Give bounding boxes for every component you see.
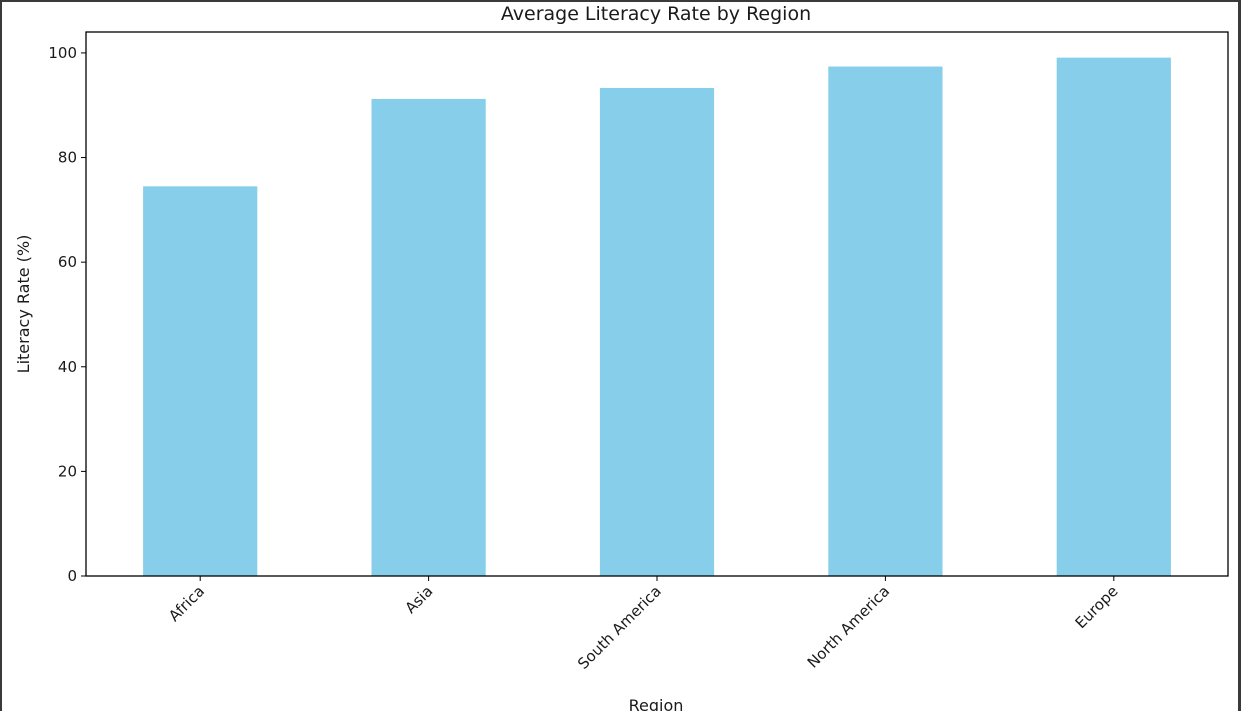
bars-group (143, 57, 1171, 577)
x-axis: Africa Asia South America North America Euro… (165, 576, 1122, 673)
y-tick-label: 40 (58, 358, 77, 376)
bar-africa (143, 186, 258, 577)
bar-europe (1056, 57, 1171, 577)
y-tick-label: 60 (58, 253, 77, 271)
x-tick-label: North America (804, 582, 894, 672)
y-tick-label: 20 (58, 462, 77, 480)
y-tick-label: 80 (58, 149, 77, 167)
y-tick-label: 0 (67, 567, 77, 585)
chart-title: Average Literacy Rate by Region (501, 3, 811, 25)
bar-asia (371, 98, 486, 576)
y-axis: 0 20 40 60 80 100 (48, 44, 86, 585)
x-tick-label: South America (574, 582, 665, 673)
bar-south-america (599, 87, 715, 576)
plot-area-frame (85, 31, 1229, 577)
x-tick-label: Europe (1072, 582, 1122, 632)
y-tick-label: 100 (48, 44, 77, 62)
x-tick-label: Africa (165, 582, 208, 625)
x-tick-label: Asia (401, 582, 436, 617)
y-axis-label: Literacy Rate (%) (14, 235, 33, 374)
bar-north-america (828, 66, 943, 577)
x-axis-label: Region (629, 696, 684, 711)
